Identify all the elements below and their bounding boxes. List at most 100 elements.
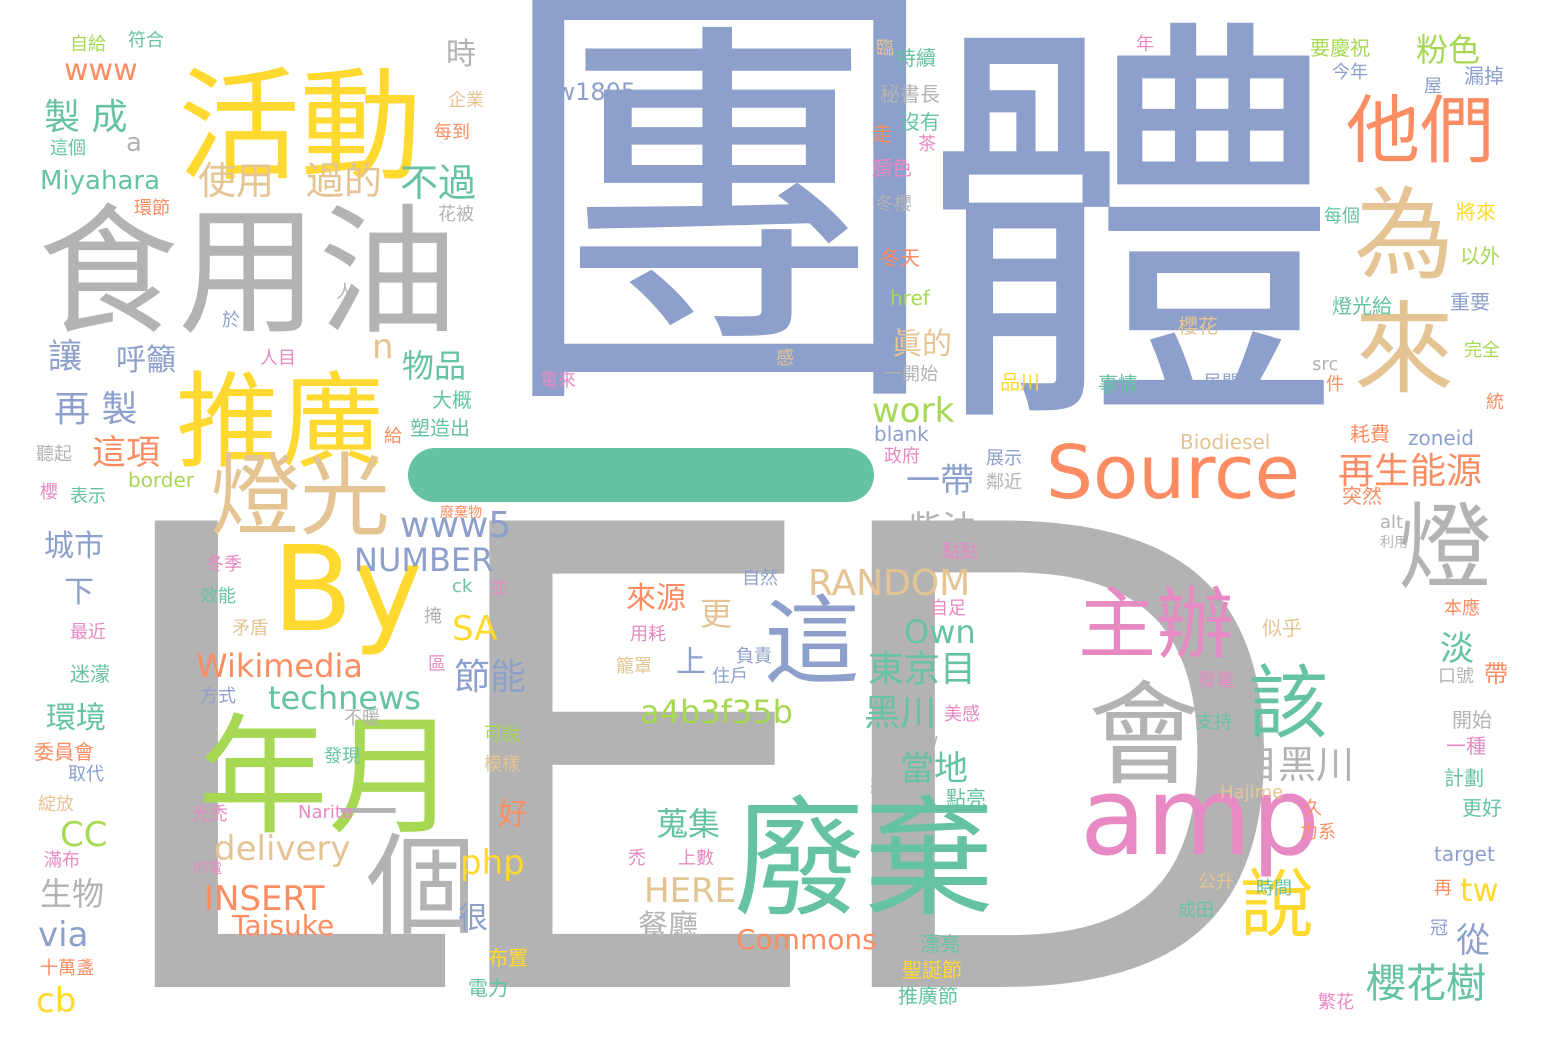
word-dai: 帶 [1484,660,1508,688]
word-www5: www5 [400,505,512,546]
word-hao: 好 [498,797,528,832]
word-cheng: 成 [498,894,516,915]
word-cong: 從 [1456,921,1490,961]
word-jian: 件 [1326,374,1344,395]
word-shengwu: 生物 [40,875,105,913]
word-fuze: 負責 [736,646,772,667]
word-jinnian: 今年 [1332,62,1368,83]
word-tuan: 團 [488,0,950,468]
word-de: 的電 [194,861,222,877]
word-php: php [460,843,525,883]
word-yan: 掩 [424,606,442,627]
word-nianyue: 年月 [198,701,459,853]
word-dan: 淡 [1440,629,1474,669]
word-meige: 每個 [1324,206,1360,227]
word-biodiesel: Biodiesel [1180,430,1271,454]
word-wupin: 物品 [402,347,467,385]
word-shijian: 時間 [1256,878,1292,899]
word-hajime: Hajime [1220,782,1284,803]
word-jieneng: 節能 [454,657,527,698]
word-work: work [872,391,955,431]
word-heichuan: 黑川 [864,693,937,734]
word-chixu: 持續 [896,46,936,70]
word-meidao: 每到 [434,122,470,143]
word-guangtu: 光禿 [192,804,228,825]
word-dianli: 電力 [468,976,508,1000]
word-target: target [1434,842,1495,866]
word-buzhi: 布置 [488,946,528,970]
word-dangdi: 當地 [900,749,968,789]
word-dongji: 冬季 [206,554,242,575]
word-dongjingmu: 東京目 [868,649,977,690]
word-cb: cb [36,981,77,1021]
word-xiaoneng: 效能 [200,586,236,607]
word-ren: 人 [336,282,354,303]
word-here: HERE [644,871,737,911]
word-dengguanggei: 燈光給 [1332,294,1392,318]
word-jihua: 計劃 [1444,766,1484,790]
word-fadian: 發電 [1198,670,1234,691]
word-yinghua: 櫻花 [1178,314,1218,338]
word-yonghao: 用耗 [630,624,666,645]
word-yikaishi: 一開始 [884,364,938,385]
word-jiu: 久 [1304,798,1322,819]
word-shiyongyou: 食用油 [38,192,459,355]
word-aw1805: Aw1805 [540,78,637,106]
word-img: img [540,342,578,366]
word-weiyuanhui: 委員會 [34,740,94,764]
word-wanquan: 完全 [1464,340,1500,361]
word-fense: 粉色 [1416,31,1481,69]
word-zhenhde: 眞的 [892,327,952,362]
word-src: src [1312,354,1339,375]
word-source: Source [1046,430,1301,516]
word-lipid-bar [408,448,874,502]
word-rang: 讓 [48,337,82,377]
word-fangshi: 方式 [200,686,236,707]
word-shengdanjie: 聖誕節 [902,958,962,982]
word-a4b3f35b: a4b3f35b [640,693,793,731]
word-zai: 再 [1434,878,1452,899]
word-meiyou: 沒有 [900,110,940,134]
word-jianglai: 將來 [1456,200,1496,224]
word-fanhua: 繁花 [1318,992,1354,1013]
word-tong: 統 [1486,392,1504,413]
word-xia: 下 [64,575,94,610]
word-turan: 突然 [1342,484,1382,508]
word-renmu: 人目 [260,348,296,369]
word-haofei: 耗費 [1350,422,1390,446]
word-miyuan: 迷濛 [70,662,110,686]
word-wu: 屋 [1424,76,1442,97]
word-jiang: 將 [870,776,888,797]
word-ti: 體 [918,0,1342,479]
word-huanjie: 環節 [134,198,170,219]
word-laiyuan: 來源 [626,581,686,616]
word-by: By [272,520,423,658]
word-dianlai: 電來 [540,370,576,391]
word-yanse: 顏色 [872,156,912,180]
word-tuiguangjie: 推廣節 [898,984,958,1008]
word-genghao: 更好 [1462,796,1502,820]
word-biaoshi: 表示 [70,486,106,507]
word-gei: 給 [384,426,402,447]
word-zhicheng: 製 成 [44,97,128,138]
word-mueheichuan: 目黑川 [1240,743,1355,787]
word-geng: 更 [700,595,733,633]
word-border: border [128,468,195,492]
word-moyang: 模樣 [484,754,520,775]
word-gan: 感 [776,348,794,369]
word-longzhao: 籠罩 [616,656,652,677]
word-nian: 年 [1136,34,1154,55]
word-keshuo: 可說 [484,724,520,745]
word-buguo: 不過 [400,161,477,205]
word-zhanfang: 綻放 [38,794,74,815]
word-minjian: 民間 [1204,372,1240,393]
word-shuo: 說 [1240,862,1314,948]
word-yinghuashu: 櫻花樹 [1366,961,1486,1007]
word-tu: 禿 [628,848,646,869]
word-maodun: 矛盾 [232,618,268,639]
word-wei: 為 [1354,177,1454,294]
word-cc: CC [60,815,108,855]
word-yige: 一 [338,779,398,849]
word-ck: ck [452,576,473,597]
word-pinchuan: 品川 [1000,370,1040,394]
